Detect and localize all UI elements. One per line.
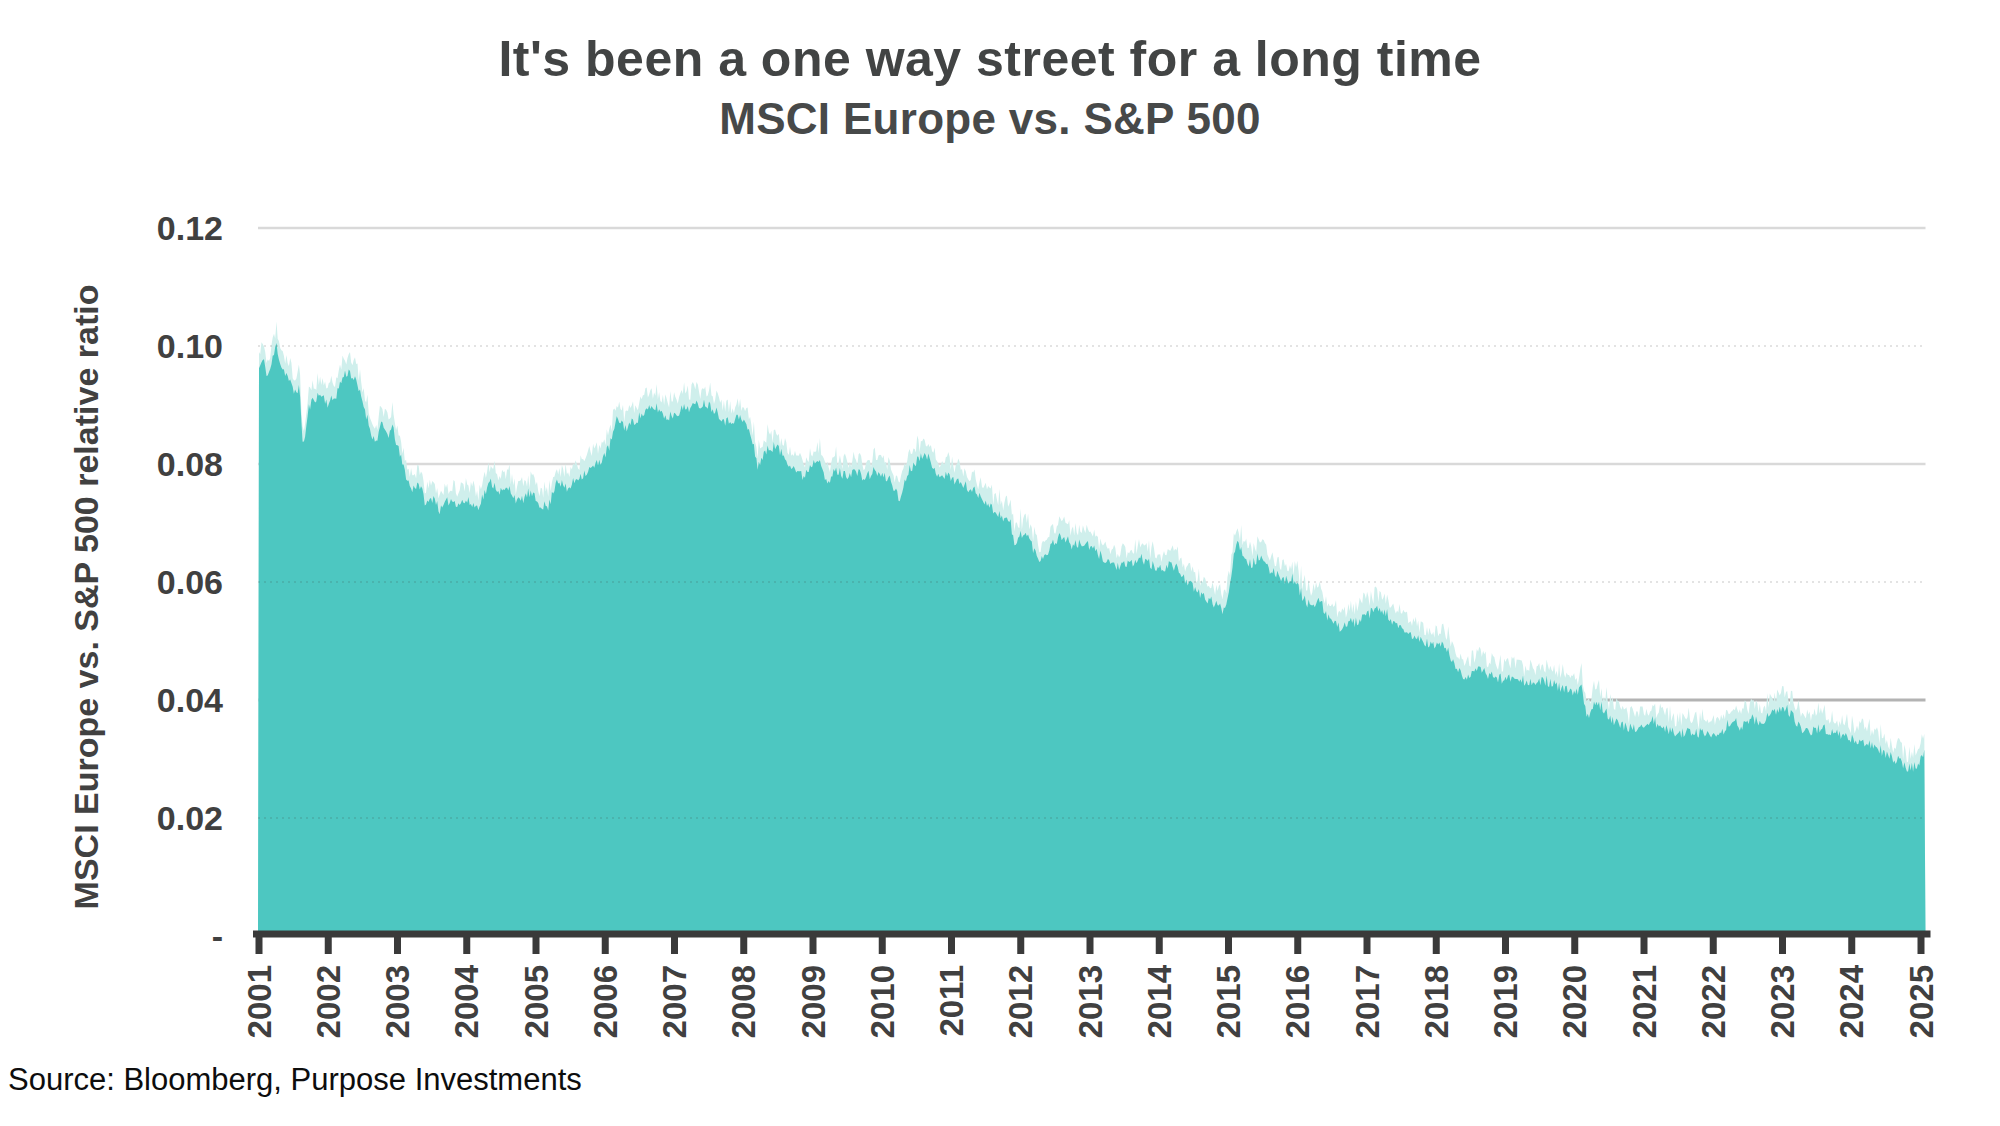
x-tick [1087,937,1094,954]
x-tick [1710,937,1717,954]
y-axis-title: MSCI Europe vs. S&P 500 relative ratio [67,285,105,910]
x-tick [1779,937,1786,954]
x-tick-label: 2012 [1002,965,1039,1038]
x-tick [1918,937,1925,954]
relative-ratio-area-chart: 2001 2002 2003 2004 2005 2006 2007 2008 2009 2010… [0,0,2000,1126]
x-tick-label: 2018 [1418,965,1455,1038]
x-tick-label: 2008 [725,965,762,1038]
x-tick-label: 2011 [933,965,970,1037]
x-tick-label: 2003 [379,965,416,1038]
y-tick-label: 0.12 [157,209,223,247]
x-tick [602,937,609,954]
x-tick-label: 2001 [241,965,278,1038]
y-tick-label: 0.02 [157,799,223,837]
x-axis-line [253,931,1931,938]
y-tick-label: 0.08 [157,445,223,483]
x-tick-label: 2016 [1279,965,1316,1038]
x-tick-label: 2023 [1764,965,1801,1038]
x-tick-label: 2009 [795,965,832,1038]
x-tick [325,937,332,954]
x-tick-label: 2021 [1626,965,1663,1038]
x-tick [1364,937,1371,954]
x-tick [1294,937,1301,954]
x-tick [671,937,678,954]
x-tick [256,937,263,954]
x-tick [1225,937,1232,954]
x-tick [810,937,817,954]
y-tick-label: 0.10 [157,327,223,365]
x-tick-label: 2022 [1695,965,1732,1038]
x-tick-label: 2019 [1487,965,1524,1038]
x-tick-label: 2005 [518,965,555,1038]
x-tick [1433,937,1440,954]
x-tick-label: 2002 [310,965,347,1038]
y-axis-labels: 0.12 0.10 0.08 0.06 0.04 0.02 - [157,209,223,955]
x-tick-label: 2025 [1903,965,1940,1038]
x-tick-label: 2020 [1556,965,1593,1038]
x-tick [394,937,401,954]
x-tick-label: 2017 [1349,965,1386,1038]
x-tick [740,937,747,954]
area-series-fill [258,343,1926,934]
x-tick [1848,937,1855,954]
x-tick [948,937,955,954]
x-tick [463,937,470,954]
chart-page: It's been a one way street for a long ti… [0,0,2000,1126]
x-tick-label: 2004 [448,964,485,1038]
source-note: Source: Bloomberg, Purpose Investments [8,1062,582,1098]
x-tick [1641,937,1648,954]
y-tick-label: 0.06 [157,563,223,601]
x-tick [1502,937,1509,954]
x-tick [533,937,540,954]
x-tick-label: 2014 [1141,964,1178,1038]
x-tick [879,937,886,954]
x-tick [1156,937,1163,954]
y-tick-label: - [212,917,223,955]
x-tick-label: 2010 [864,965,901,1038]
x-tick-label: 2007 [656,965,693,1038]
x-tick-label: 2024 [1833,964,1870,1038]
chart-subtitle: MSCI Europe vs. S&P 500 [0,94,1980,144]
chart-title: It's been a one way street for a long ti… [0,30,1980,88]
x-tick [1571,937,1578,954]
x-axis-labels: 2001 2002 2003 2004 2005 2006 2007 2008 2009 2010… [241,964,1940,1038]
x-tick-label: 2013 [1072,965,1109,1038]
x-axis-ticks [256,937,1925,954]
y-tick-label: 0.04 [157,681,223,719]
x-tick-label: 2006 [587,965,624,1038]
x-tick [1017,937,1024,954]
x-tick-label: 2015 [1210,965,1247,1038]
